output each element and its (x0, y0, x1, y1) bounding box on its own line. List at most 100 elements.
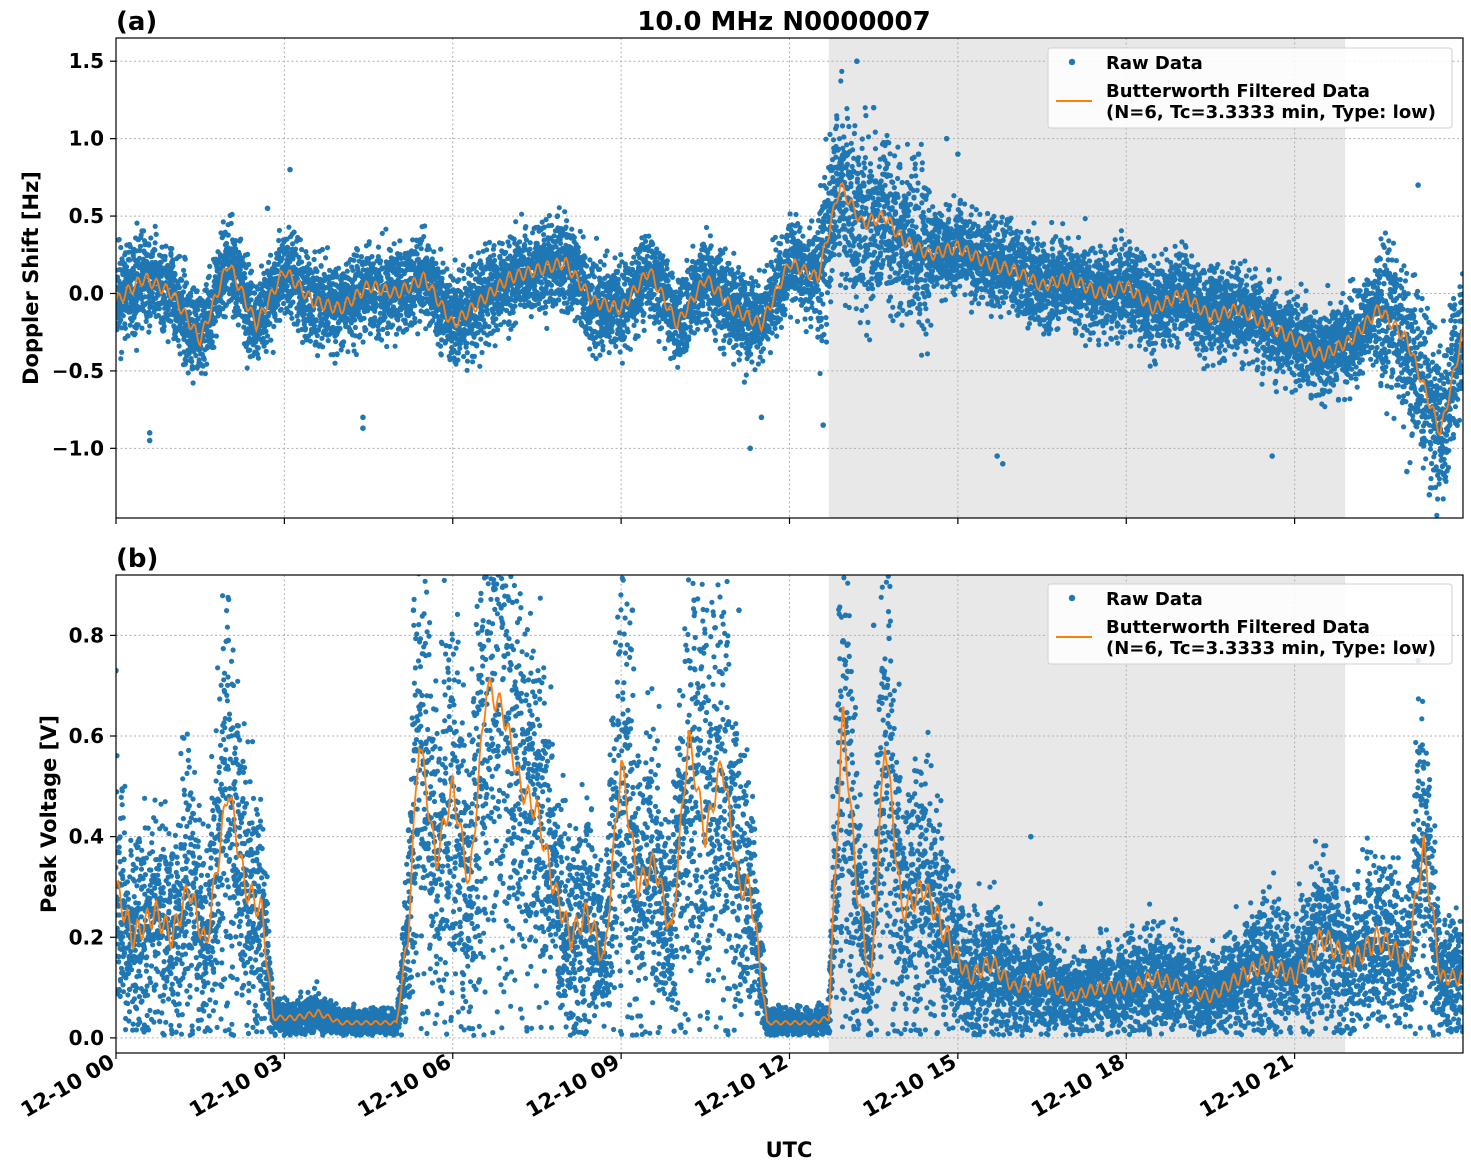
panel-a-raw-point (468, 272, 474, 278)
panel-a-raw-point (459, 268, 465, 274)
panel-a-raw-point (700, 303, 706, 309)
panel-a-raw-point (393, 331, 400, 337)
panel-a-raw-point (372, 308, 378, 314)
panel-a-raw-point (690, 243, 696, 249)
panel-a-raw-point (600, 347, 606, 353)
panel-a-raw-point (242, 275, 248, 281)
panel-a-raw-point (314, 268, 320, 274)
panel-a-raw-point (238, 236, 244, 242)
panel-a-raw-point (455, 350, 461, 356)
panel-a-raw-point (528, 314, 534, 320)
panel-a-raw-point (212, 318, 218, 324)
panel-a-raw-point (538, 280, 545, 286)
panel-a-raw-point (206, 273, 212, 279)
panel-a-raw-point (352, 324, 358, 331)
panel-a-raw-point (142, 294, 148, 300)
panel-a-raw-point (391, 241, 397, 247)
panel-a-raw-point (492, 343, 498, 349)
panel-a-raw-point (429, 256, 435, 262)
panel-a-raw-point (510, 309, 516, 315)
panel-a-raw-point (255, 345, 261, 351)
panel-a-raw-point (130, 267, 136, 273)
panel-a-raw-point (139, 325, 145, 331)
panel-a-raw-point (266, 259, 272, 265)
panel-a-raw-point (161, 323, 167, 329)
panel-a-raw-point (646, 233, 652, 239)
panel-a-raw-point (561, 294, 568, 300)
panel-a-raw-point (580, 234, 586, 240)
panel-a-raw-point (621, 334, 628, 340)
panel-a-raw-point (247, 347, 253, 353)
panel-a-raw-point (384, 343, 390, 350)
panel-a-raw-point (318, 263, 324, 269)
panel-a-raw-point (312, 249, 318, 255)
panel-a-raw-point (640, 318, 646, 325)
panel-a-raw-point (380, 326, 386, 332)
panel-a-raw-point (354, 247, 361, 253)
panel-a-raw-point (604, 248, 610, 254)
panel-a-raw-point (137, 243, 143, 249)
panel-a-raw-point (358, 254, 365, 260)
panel-a-raw-point (471, 353, 477, 359)
panel-a-raw-point (298, 259, 305, 265)
panel-a-raw-point (664, 258, 670, 264)
panel-a-raw-point (468, 253, 474, 260)
panel-a-raw-point (118, 317, 124, 323)
panel-a-raw-point (620, 329, 626, 335)
panel-a-raw-point (277, 317, 283, 323)
panel-a-raw-point (336, 265, 342, 271)
panel-a-raw-point (421, 234, 427, 240)
panel-a-raw-point (577, 228, 583, 234)
panel-a-raw-point (156, 306, 162, 312)
panel-a-raw-point (615, 268, 621, 274)
panel-a-raw-point (248, 268, 255, 274)
panel-a-raw-point (248, 297, 254, 303)
panel-a-raw-point (512, 303, 518, 309)
panel-a-raw-point (651, 291, 657, 298)
panel-a-raw-point (478, 336, 484, 342)
panel-a-raw-point (648, 287, 654, 293)
panel-a-raw-point (152, 223, 158, 229)
panel-a-raw-point (147, 312, 153, 319)
panel-a-raw-point (382, 314, 388, 320)
panel-a-raw-point (271, 323, 277, 330)
panel-a-raw-point (635, 333, 641, 339)
panel-a-raw-point (165, 339, 171, 345)
panel-a-raw-point (270, 349, 276, 355)
panel-a-raw-point (189, 358, 195, 365)
panel-a-raw-point (176, 343, 182, 349)
panel-a-raw-point (146, 329, 152, 335)
panel-a-raw-point (179, 277, 185, 283)
panel-a-raw-point (352, 317, 358, 323)
panel-a-raw-point (556, 297, 562, 303)
panel-a-raw-point (302, 325, 309, 331)
panel-a-raw-point (582, 254, 588, 260)
panel-a-raw-point (465, 293, 471, 299)
panel-a-raw-point (513, 320, 519, 326)
panel-a-raw-point (379, 230, 385, 236)
panel-a-raw-point (415, 331, 421, 337)
panel-a-raw-point (152, 240, 158, 246)
panel-a-raw-point (149, 290, 155, 296)
panel-a-raw-point (220, 219, 226, 225)
panel-a-raw-point (232, 242, 238, 248)
panel-a-raw-point (612, 255, 618, 261)
panel-a-raw-point (158, 259, 164, 265)
panel-a-raw-point (351, 257, 357, 263)
panel-a-raw-point (652, 254, 658, 260)
panel-a-raw-point (141, 228, 147, 234)
panel-a-raw-point (235, 322, 241, 328)
panel-a-raw-point (486, 342, 492, 348)
panel-a-raw-point (160, 319, 167, 325)
panel-a-raw-point (460, 262, 466, 268)
panel-a-raw-point (289, 315, 295, 321)
panel-a-raw-point (418, 246, 424, 252)
panel-a-raw-point (617, 349, 623, 355)
panel-a-raw-point (670, 274, 676, 280)
panel-a-raw-point (245, 251, 251, 257)
panel-a-raw-point (564, 218, 570, 224)
panel-a-raw-point (293, 246, 299, 252)
panel-a-raw-point (527, 240, 533, 246)
panel-a-raw-point (503, 249, 509, 255)
panel-a-raw-point (325, 338, 331, 344)
